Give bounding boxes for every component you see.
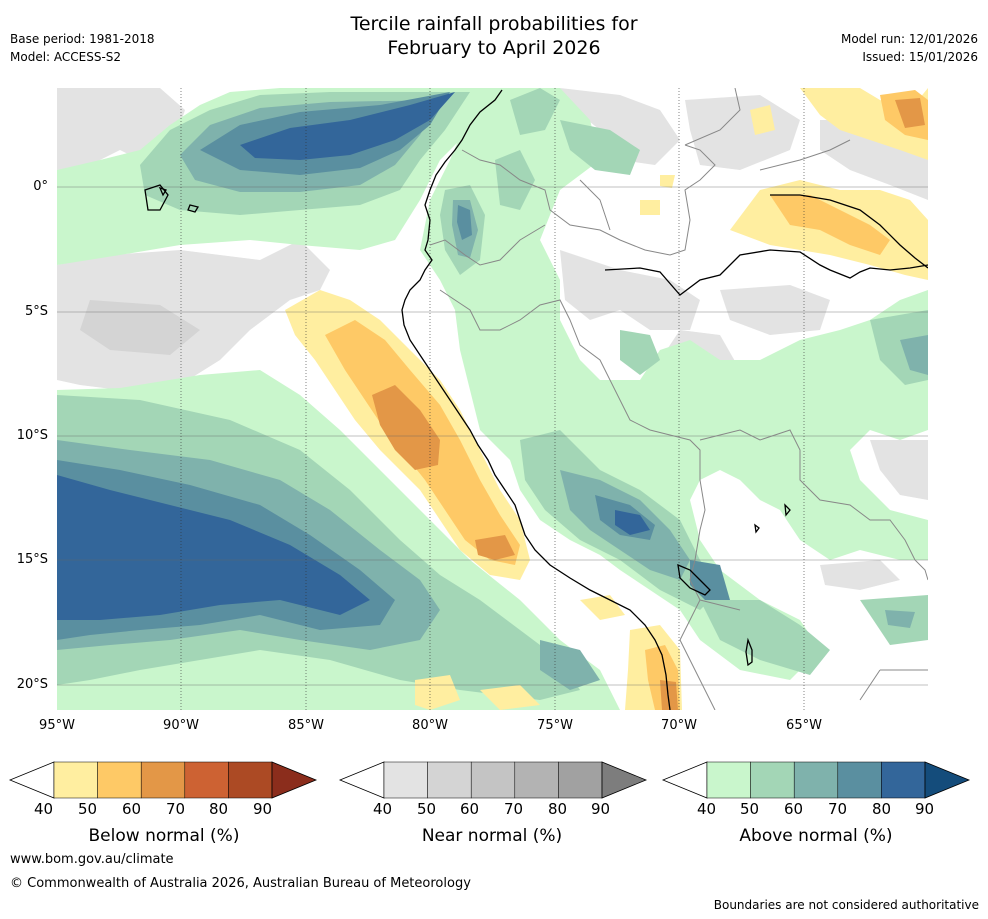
issued-date: Issued: 15/01/2026 bbox=[862, 50, 978, 64]
model-name: Model: ACCESS-S2 bbox=[10, 50, 122, 64]
colorbar-above bbox=[661, 761, 971, 799]
colorbar-above-ticks: 40 50 60 70 80 90 bbox=[697, 800, 967, 820]
tick-above-60: 60 bbox=[784, 800, 804, 818]
colorbar-near bbox=[338, 761, 648, 799]
tick-below-40: 40 bbox=[34, 800, 54, 818]
colorbar-below-ticks: 40 50 60 70 80 90 bbox=[34, 800, 314, 820]
coastline bbox=[144, 89, 928, 710]
lon-label-70w: 70°W bbox=[661, 718, 697, 733]
lon-label-85w: 85°W bbox=[288, 718, 324, 733]
below-normal-regions bbox=[285, 88, 928, 710]
tick-above-90: 90 bbox=[915, 800, 935, 818]
colorbar-near-swatch-60 bbox=[470, 761, 516, 799]
lon-label-65w: 65°W bbox=[786, 718, 822, 733]
colorbar-near-swatch-40 bbox=[383, 761, 428, 799]
colorbar-below-swatch-50 bbox=[97, 761, 142, 799]
colorbar-above-swatch-60 bbox=[793, 761, 839, 799]
colorbar-below-low-extend bbox=[8, 761, 55, 799]
boundary-note: Boundaries are not considered authoritat… bbox=[713, 898, 979, 912]
lat-label-0: 0° bbox=[33, 179, 48, 194]
colorbar-near-low-extend bbox=[338, 761, 385, 799]
website-link[interactable]: www.bom.gov.au/climate bbox=[10, 852, 174, 867]
tick-below-90: 90 bbox=[253, 800, 273, 818]
colorbar-above-low-extend bbox=[661, 761, 708, 799]
colorbar-below-swatch-60 bbox=[140, 761, 186, 799]
lat-label-15s: 15°S bbox=[16, 552, 48, 567]
near-normal-regions bbox=[57, 88, 928, 590]
above-normal-ocean-south bbox=[57, 370, 620, 710]
lat-label-10s: 10°S bbox=[16, 428, 48, 443]
tick-near-70: 70 bbox=[504, 800, 524, 818]
tick-above-70: 70 bbox=[828, 800, 848, 818]
model-run: Model run: 12/01/2026 bbox=[840, 32, 978, 46]
tick-below-70: 70 bbox=[166, 800, 186, 818]
above-normal-land bbox=[420, 88, 928, 690]
lon-label-80w: 80°W bbox=[412, 718, 448, 733]
tick-near-50: 50 bbox=[417, 800, 437, 818]
map-panel bbox=[57, 88, 928, 710]
colorbar-above-swatch-40 bbox=[706, 761, 751, 799]
colorbar-above-high-extend bbox=[924, 761, 971, 799]
tick-near-40: 40 bbox=[373, 800, 393, 818]
meta-left: Base period: 1981-2018 Model: ACCESS-S2 bbox=[10, 30, 155, 66]
tick-above-50: 50 bbox=[740, 800, 760, 818]
colorbar-near-swatch-80 bbox=[558, 761, 603, 799]
colorbar-below-swatch-70 bbox=[184, 761, 229, 799]
tick-near-80: 80 bbox=[548, 800, 568, 818]
map-svg bbox=[57, 88, 928, 710]
colorbar-near-high-extend bbox=[601, 761, 648, 799]
lon-label-95w: 95°W bbox=[39, 718, 75, 733]
title-line-2: February to April 2026 bbox=[387, 37, 601, 59]
colorbar-near-swatch-50 bbox=[427, 761, 472, 799]
title-line-1: Tercile rainfall probabilities for bbox=[350, 13, 638, 35]
colorbar-above-svg bbox=[661, 761, 971, 799]
tick-near-90: 90 bbox=[591, 800, 611, 818]
colorbar-above-swatch-50 bbox=[750, 761, 795, 799]
lon-label-75w: 75°W bbox=[537, 718, 573, 733]
colorbar-near-ticks: 40 50 60 70 80 90 bbox=[373, 800, 643, 820]
copyright-text: © Commonwealth of Australia 2026, Austra… bbox=[10, 876, 471, 891]
colorbar-below-swatch-40 bbox=[53, 761, 98, 799]
base-period: Base period: 1981-2018 bbox=[10, 32, 155, 46]
colorbar-below-svg bbox=[8, 761, 318, 799]
lat-label-20s: 20°S bbox=[16, 677, 48, 692]
colorbar-near-swatch-70 bbox=[514, 761, 559, 799]
gridlines bbox=[57, 88, 928, 710]
country-borders bbox=[429, 88, 928, 710]
lat-label-5s: 5°S bbox=[24, 304, 48, 319]
tick-above-80: 80 bbox=[872, 800, 892, 818]
above-normal-ocean-north bbox=[57, 88, 500, 265]
map-title: Tercile rainfall probabilities for Febru… bbox=[0, 12, 988, 60]
colorbar-below-high-extend bbox=[271, 761, 318, 799]
tick-near-60: 60 bbox=[460, 800, 480, 818]
lon-label-90w: 90°W bbox=[163, 718, 199, 733]
meta-right: Model run: 12/01/2026 Issued: 15/01/2026 bbox=[841, 30, 978, 66]
colorbar-below-title: Below normal (%) bbox=[88, 826, 240, 846]
colorbar-near-title: Near normal (%) bbox=[421, 826, 563, 846]
tick-below-50: 50 bbox=[78, 800, 98, 818]
colorbar-above-title: Above normal (%) bbox=[739, 826, 893, 846]
colorbar-above-swatch-70 bbox=[837, 761, 882, 799]
tick-above-40: 40 bbox=[697, 800, 717, 818]
colorbar-near-svg bbox=[338, 761, 648, 799]
colorbar-above-swatch-80 bbox=[881, 761, 926, 799]
tick-below-60: 60 bbox=[122, 800, 142, 818]
tick-below-80: 80 bbox=[209, 800, 229, 818]
colorbar-below bbox=[8, 761, 318, 799]
colorbar-below-swatch-80 bbox=[228, 761, 273, 799]
